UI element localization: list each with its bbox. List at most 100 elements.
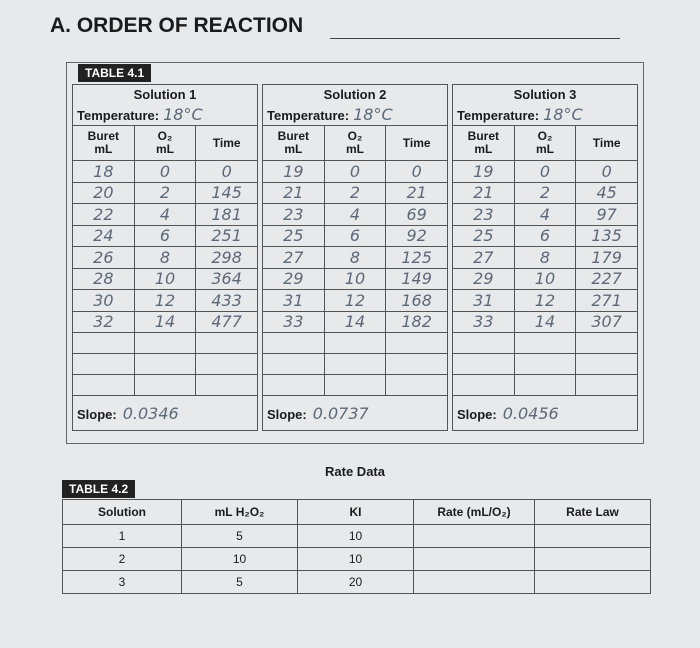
data-cell: 6 [323,224,387,247]
empty-cell [385,374,448,396]
empty-cell [452,353,515,375]
data-cell: 23 [452,203,515,226]
temperature-label: Temperature: [267,107,350,123]
data-cell: 227 [575,267,638,290]
data-cell: 125 [385,246,448,269]
data-row: 21 2 21 [262,181,448,204]
data-row: 27 8 125 [262,246,448,269]
empty-row [72,374,258,396]
data-cell: 2 [323,181,387,204]
data-cell: 0 [575,160,638,183]
column-header: O₂ mL [513,125,577,161]
data-cell: 29 [452,267,515,290]
empty-cell [413,570,535,594]
data-cell: 24 [72,224,135,247]
empty-row [72,332,258,354]
header-line: O₂ [157,129,173,143]
data-cell: 182 [385,310,448,333]
slope-label: Slope: [77,406,117,422]
data-cell: 12 [323,289,387,312]
data-cell: 0 [195,160,258,183]
data-cell: 477 [195,310,258,333]
data-cell: 97 [575,203,638,226]
data-cell: 135 [575,224,638,247]
header-line: Time [402,135,431,150]
empty-cell [452,332,515,354]
header-row: Buret mL O₂ mL Time [452,125,638,161]
empty-row [452,353,638,375]
data-cell: 10 [323,267,387,290]
data-cell: 25 [452,224,515,247]
empty-cell [323,332,387,354]
data-cell: 14 [513,310,577,333]
slope-label: Slope: [267,406,307,422]
empty-cell [575,353,638,375]
data-cell: 31 [452,289,515,312]
data-cell: 5 [181,524,298,548]
empty-cell [513,353,577,375]
data-cell: 33 [262,310,325,333]
empty-cell [195,332,258,354]
solution-table: Solution 3 Temperature: 18°C Buret mL O₂ mL Tim… [452,84,638,431]
data-cell: 29 [262,267,325,290]
data-cell: 2 [62,547,182,571]
data-cell: 92 [385,224,448,247]
data-row: 29 10 227 [452,267,638,290]
column-header: mL H₂O₂ [181,499,298,525]
column-header: O₂ mL [133,125,197,161]
temperature-value: 18°C [353,104,393,124]
empty-cell [385,332,448,354]
slope-cell: Slope: 0.0456 [452,395,638,431]
data-cell: 10 [133,267,197,290]
data-row: 31 12 271 [452,289,638,312]
data-cell: 168 [385,289,448,312]
data-cell: 45 [575,181,638,204]
data-row: 23 4 97 [452,203,638,226]
data-cell: 10 [297,547,414,571]
data-row: 1 5 10 [62,524,651,548]
data-cell: 4 [133,203,197,226]
data-row: 20 2 145 [72,181,258,204]
slope-cell: Slope: 0.0737 [262,395,448,431]
column-header: O₂ mL [323,125,387,161]
data-cell: 27 [262,246,325,269]
data-cell: 23 [262,203,325,226]
slope-value: 0.0346 [122,403,179,423]
data-row: 33 14 182 [262,310,448,333]
empty-cell [72,374,135,396]
data-cell: 0 [133,160,197,183]
data-row: 19 0 0 [452,160,638,183]
empty-cell [452,374,515,396]
heading: A. ORDER OF REACTION [50,14,304,37]
empty-cell [133,332,197,354]
header-line: Buret [467,129,499,143]
data-cell: 12 [513,289,577,312]
empty-row [262,374,448,396]
data-cell: 19 [262,160,325,183]
data-cell: 364 [195,267,258,290]
solution-table: Solution 2 Temperature: 18°C Buret mL O₂ mL Tim… [262,84,448,431]
header-line: O₂ [347,129,363,143]
row: Solution 3 [452,84,638,103]
data-row: 22 4 181 [72,203,258,226]
underline [330,38,620,39]
row: Solution 2 [262,84,448,103]
empty-row [452,374,638,396]
data-cell: 19 [452,160,515,183]
header-row: Buret mL O₂ mL Time [262,125,448,161]
slope-value: 0.0456 [502,403,559,423]
data-cell: 2 [133,181,197,204]
temperature-label: Temperature: [457,107,540,123]
data-cell: 0 [323,160,387,183]
empty-cell [262,353,325,375]
empty-row [72,353,258,375]
header-line: Time [212,135,241,150]
data-cell: 22 [72,203,135,226]
data-row: 25 6 135 [452,224,638,247]
data-cell: 10 [297,524,414,548]
data-cell: 5 [181,570,298,594]
rate-table: Solution mL H₂O₂ KI Rate (mL/O₂) Rate Law 1 5 1… [62,499,651,594]
empty-cell [413,524,535,548]
data-cell: 20 [297,570,414,594]
empty-cell [72,332,135,354]
